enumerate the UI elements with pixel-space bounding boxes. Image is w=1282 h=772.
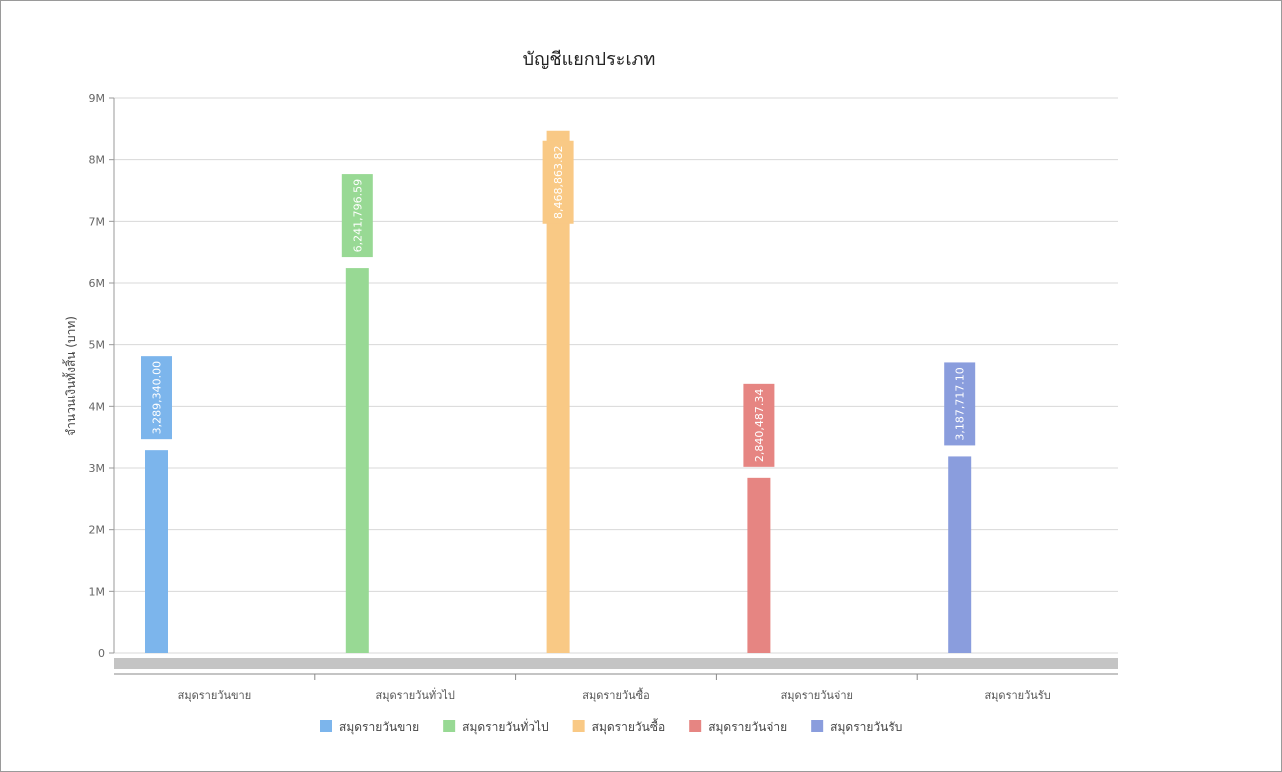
data-labels: 3,289,340.00 6,241,796.59 8,468,863.82 2,84… [141,140,976,467]
y-tick-label-0: 0 [98,647,105,660]
bar-3[interactable] [546,130,570,653]
legend-item-1[interactable]: สมุดรายวันขาย [320,720,419,735]
chart-title: บัญชีแยกประเภท [523,49,656,70]
legend-label-3: สมุดรายวันซื้อ [592,718,666,735]
bars [145,130,972,653]
y-tick-label-7: 7M [89,215,106,228]
legend-item-4[interactable]: สมุดรายวันจ่าย [689,720,787,735]
data-label-box-5 [944,362,976,446]
y-tick-label-8: 8M [89,154,106,167]
legend-swatch-5 [811,720,824,732]
y-tick-label-1: 1M [89,585,106,598]
y-axis-label: จำนวนเงินทั้งสิ้น (บาท) [62,316,78,436]
data-label-box-1 [141,356,172,440]
legend-label-1: สมุดรายวันขาย [339,720,419,735]
y-tick-label-9: 9M [89,92,106,105]
legend-item-3[interactable]: สมุดรายวันซื้อ [572,718,666,735]
legend-swatch-2 [443,720,456,732]
x-tick-label-5: สมุดรายวันรับ [984,689,1050,702]
legend-label-4: สมุดรายวันจ่าย [708,720,787,735]
data-label-1: 3,289,340.00 [151,361,164,434]
y-tick-label-3: 3M [89,462,106,475]
legend-swatch-4 [689,720,702,732]
data-label-box-3 [542,140,574,224]
legend-swatch-1 [320,720,332,732]
data-label-5: 3,187,717.10 [954,367,967,440]
horizontal-scrollbar[interactable] [114,658,1118,669]
data-label-4: 2,840,487.34 [753,389,766,462]
y-tick-label-6: 6M [89,277,106,290]
legend-swatch-3 [572,720,585,732]
y-tick-label-5: 5M [89,339,106,352]
bar-4[interactable] [747,477,771,653]
y-axis-ticks: 0 1M 2M 3M 4M 5M 6M 7M 8M 9M [89,92,115,660]
x-tick-label-3: สมุดรายวันซื้อ [582,687,649,702]
x-tick-label-4: สมุดรายวันจ่าย [781,689,853,702]
legend-item-5[interactable]: สมุดรายวันรับ [811,720,902,735]
x-tick-label-2: สมุดรายวันทั่วไป [376,687,455,702]
data-label-box-2 [341,174,373,258]
x-tick-label-1: สมุดรายวันขาย [178,689,251,702]
legend-item-2[interactable]: สมุดรายวันทั่วไป [443,718,549,735]
x-axis: สมุดรายวันขาย สมุดรายวันทั่วไป สมุดรายวันซ… [114,673,1118,702]
legend: สมุดรายวันขาย สมุดรายวันทั่วไป สมุดรายวันซ… [320,718,902,735]
data-label-box-4 [743,383,775,467]
legend-label-5: สมุดรายวันรับ [830,720,902,735]
y-tick-label-4: 4M [89,400,106,413]
y-tick-label-2: 2M [89,524,106,537]
bar-2[interactable] [345,268,369,653]
data-label-3: 8,468,863.82 [552,146,565,219]
legend-label-2: สมุดรายวันทั่วไป [462,718,548,735]
grid-lines [114,97,1118,654]
data-label-2: 6,241,796.59 [351,179,364,252]
bar-1[interactable] [145,450,168,653]
bar-5[interactable] [948,456,972,653]
